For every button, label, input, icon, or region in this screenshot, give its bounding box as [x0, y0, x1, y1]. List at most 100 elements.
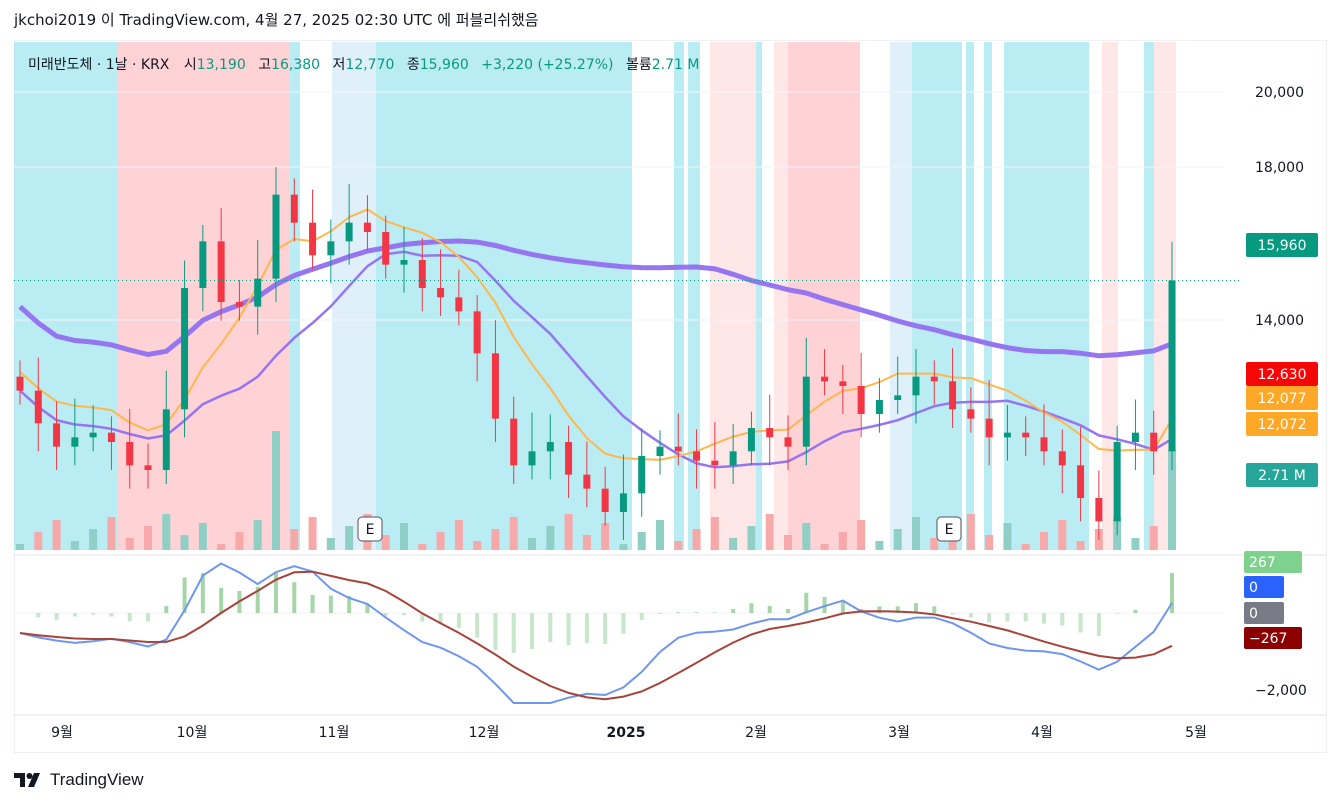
macd-histogram-bar	[36, 613, 41, 618]
macd-histogram-bar	[1023, 613, 1028, 622]
macd-histogram-bar	[530, 613, 534, 649]
price-axis-badge-label: 12,077	[1258, 391, 1307, 407]
candle-body	[674, 446, 682, 452]
volume-bar	[1168, 450, 1176, 550]
candle-body	[53, 423, 61, 447]
x-tick-label: 3월	[888, 725, 910, 741]
macd-histogram-bar	[164, 606, 169, 613]
candle-body	[802, 376, 810, 447]
volume-bar	[308, 517, 317, 550]
candle-body	[693, 451, 701, 461]
candle-body	[107, 432, 115, 442]
candle-body	[345, 222, 353, 242]
macd-histogram-bar	[895, 606, 900, 613]
candle-body	[638, 456, 646, 494]
volume-bar	[418, 544, 427, 550]
regime-band	[376, 42, 632, 550]
volume-bar	[966, 514, 975, 550]
macd-histogram-bar	[182, 577, 187, 613]
candle-body	[912, 376, 920, 396]
candle-body	[1168, 280, 1176, 452]
volume-bar	[912, 517, 920, 550]
candle-body	[839, 381, 847, 386]
volume-bar	[729, 538, 738, 550]
candle-body	[1058, 451, 1066, 466]
candle-body	[967, 409, 975, 419]
tradingview-logo[interactable]: TradingView	[14, 770, 144, 790]
price-axis-badge	[1246, 412, 1318, 436]
macd-histogram-bar	[109, 613, 114, 617]
macd-histogram-bar	[91, 613, 96, 615]
price-axis-badge	[1246, 233, 1318, 257]
volume-bar	[107, 517, 116, 550]
macd-axis-badge	[1244, 627, 1302, 649]
candle-body	[857, 386, 865, 414]
regime-band	[290, 42, 300, 550]
macd-signal-line	[19, 570, 1173, 701]
legend-open-value: 13,190	[196, 57, 246, 73]
volume-bar	[253, 520, 262, 550]
candle-body	[34, 390, 42, 424]
chart-area[interactable]: 20,000 18,000 14,000 E E 15,960 12,630 12,077 12…	[14, 40, 1327, 753]
volume-bar	[637, 532, 646, 550]
volume-bar	[52, 520, 61, 550]
publisher-line: jkchoi2019 이 TradingView.com, 4월 27, 202…	[14, 11, 539, 29]
legend-symbol[interactable]: 미래반도체 · 1날 · KRX	[28, 57, 170, 73]
volume-bar	[1149, 526, 1158, 550]
macd-y-tick-label: −2,000	[1255, 683, 1307, 699]
volume-bar	[16, 544, 24, 550]
macd-histogram-bar	[712, 612, 717, 613]
regime-band	[774, 42, 788, 550]
volume-bar	[272, 431, 280, 550]
volume-bar	[436, 532, 445, 550]
tradingview-logo-icon	[14, 773, 40, 787]
macd-histogram-bar	[438, 613, 443, 625]
macd-line	[19, 562, 1173, 704]
legend-close-label: 종	[406, 57, 420, 73]
earnings-marker-label: E	[945, 522, 954, 538]
y-tick-label: 18,000	[1255, 160, 1304, 176]
candle-body	[1150, 432, 1158, 452]
y-tick-label: 20,000	[1255, 85, 1304, 101]
price-axis-badge-label: 2.71 M	[1258, 468, 1306, 484]
volume-bar	[1040, 532, 1048, 550]
x-tick-label: 2월	[745, 725, 767, 741]
macd-histogram-bar	[274, 573, 278, 613]
macd-histogram-bar	[54, 613, 59, 621]
regime-band	[1004, 42, 1089, 550]
regime-band	[688, 42, 700, 550]
candle-body	[1095, 498, 1103, 522]
legend-change: +3,220 (+25.27%)	[481, 57, 614, 73]
x-tick-label: 4월	[1031, 725, 1053, 741]
candle-body	[601, 488, 609, 512]
volume-bar	[70, 541, 79, 550]
volume-bar	[400, 523, 408, 550]
volume-bar	[765, 514, 774, 550]
candle-body	[290, 194, 298, 223]
price-axis-badge	[1246, 386, 1318, 410]
macd-histogram-bar	[146, 613, 150, 622]
chart-legend: 미래반도체 · 1날 · KRX 시13,190 고16,380 저12,770…	[28, 54, 699, 74]
volume-bar	[144, 526, 152, 550]
volume-bar	[619, 544, 628, 550]
candle-body	[16, 376, 24, 391]
chart-svg[interactable]: 20,000 18,000 14,000 E E 15,960 12,630 12,077 12…	[14, 40, 1327, 753]
candle-body	[546, 442, 554, 452]
x-tick-label: 9월	[51, 725, 73, 741]
macd-histogram-bar	[365, 603, 370, 613]
volume-bar	[692, 529, 701, 550]
macd-axis-badge-label: 0	[1249, 580, 1258, 596]
regime-band	[674, 42, 684, 550]
legend-low-label: 저	[332, 57, 346, 73]
macd-histogram-bar	[749, 603, 754, 613]
macd-histogram-bar	[1060, 613, 1065, 626]
ma-long-line	[18, 238, 1173, 359]
volume-bar	[674, 541, 683, 550]
macd-histogram-bar	[914, 603, 918, 613]
macd-axis-badge-label: 267	[1249, 555, 1276, 571]
macd-histogram-bar	[72, 613, 77, 617]
macd-histogram-bar	[328, 595, 333, 613]
legend-close-value: 15,960	[419, 57, 469, 73]
regime-band	[1102, 42, 1118, 550]
candle-body	[235, 302, 243, 307]
